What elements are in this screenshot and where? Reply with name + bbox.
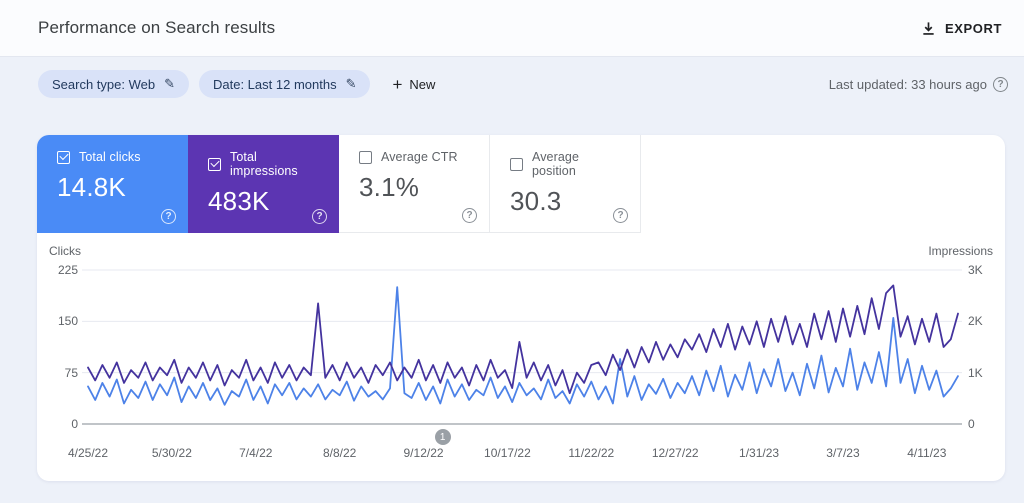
download-icon — [921, 21, 936, 36]
axis-tick: 0 — [968, 417, 975, 431]
axis-tick: 0 — [71, 417, 78, 431]
plot-area[interactable]: Clicks Impressions 225 150 75 0 3K 2K 1K 0 4/25/… — [49, 244, 993, 460]
axis-tick: 75 — [64, 365, 78, 380]
plus-icon: + — [392, 74, 403, 94]
right-axis-title: Impressions — [928, 244, 993, 258]
axis-tick: 3K — [968, 263, 983, 277]
x-axis-tick-label: 12/27/22 — [651, 446, 699, 460]
new-filter-button[interactable]: + New — [392, 76, 435, 93]
metric-card-average-ctr[interactable]: Average CTR 3.1% ? — [339, 135, 490, 233]
checkbox-checked-icon[interactable] — [208, 157, 221, 171]
filter-toolbar: Search type: Web ✎ Date: Last 12 months … — [0, 58, 1024, 110]
x-axis-tick-label: 4/25/22 — [67, 446, 109, 460]
help-icon[interactable]: ? — [161, 209, 176, 224]
export-label: EXPORT — [944, 20, 1002, 36]
checkbox-unchecked-icon[interactable] — [359, 150, 372, 164]
filter-chip-search-type[interactable]: Search type: Web ✎ — [38, 70, 189, 98]
new-filter-label: New — [409, 76, 436, 92]
x-axis-tick-label: 10/17/22 — [484, 446, 531, 460]
last-updated: Last updated: 33 hours ago ? — [828, 76, 1008, 92]
metric-label: Average position — [532, 150, 580, 178]
metric-card-total-impressions[interactable]: Total impressions 483K ? — [188, 135, 339, 233]
metric-value: 483K — [208, 186, 270, 216]
metric-value: 30.3 — [510, 186, 562, 216]
filter-chip-date[interactable]: Date: Last 12 months ✎ — [199, 70, 371, 98]
x-axis-tick-label: 5/30/22 — [151, 446, 192, 460]
checkbox-unchecked-icon[interactable] — [510, 157, 523, 171]
checkbox-checked-icon[interactable] — [57, 150, 70, 164]
axis-tick: 150 — [57, 314, 78, 329]
metric-card-total-clicks[interactable]: Total clicks 14.8K ? — [37, 135, 188, 233]
metric-label: Total clicks — [79, 150, 141, 164]
x-axis-tick-label: 8/8/22 — [322, 446, 357, 460]
metric-value: 14.8K — [57, 172, 126, 202]
help-icon[interactable]: ? — [462, 208, 477, 223]
x-axis-tick-label: 11/22/22 — [568, 446, 615, 460]
chip-label: Date: Last 12 months — [213, 76, 337, 92]
pencil-icon: ✎ — [345, 76, 357, 91]
axis-tick: 225 — [57, 263, 78, 277]
annotation-badge[interactable]: 1 — [434, 429, 451, 445]
help-icon[interactable]: ? — [613, 208, 628, 223]
chip-label: Search type: Web — [52, 76, 156, 92]
export-button[interactable]: EXPORT — [921, 21, 1002, 36]
x-axis-tick-label: 9/12/22 — [403, 446, 444, 460]
x-axis-tick-label: 4/11/23 — [907, 446, 947, 460]
pencil-icon: ✎ — [164, 76, 175, 91]
x-axis-tick-label: 1/31/23 — [739, 446, 780, 460]
help-icon[interactable]: ? — [312, 209, 327, 224]
last-updated-text: Last updated: 33 hours ago — [828, 76, 987, 92]
help-icon[interactable]: ? — [993, 76, 1008, 92]
axis-tick: 2K — [968, 314, 983, 329]
performance-panel: Total clicks 14.8K ? Total impressions 4… — [37, 135, 1005, 481]
metric-cards: Total clicks 14.8K ? Total impressions 4… — [37, 135, 641, 233]
x-axis-tick-label: 7/4/22 — [239, 446, 273, 460]
series-line-impressions[interactable] — [87, 284, 959, 395]
page-title: Performance on Search results — [38, 18, 276, 37]
left-axis-title: Clicks — [49, 244, 81, 258]
metric-label: Average CTR — [381, 150, 458, 164]
metric-label: Total impressions — [230, 150, 298, 178]
metric-card-average-position[interactable]: Average position 30.3 ? — [490, 135, 641, 233]
series-line-clicks[interactable] — [87, 286, 959, 406]
timeseries-chart[interactable] — [82, 260, 962, 425]
page-header: Performance on Search results EXPORT — [0, 0, 1024, 57]
axis-tick: 1K — [968, 365, 983, 380]
x-axis-tick-label: 3/7/23 — [826, 446, 860, 460]
metric-value: 3.1% — [359, 172, 420, 202]
